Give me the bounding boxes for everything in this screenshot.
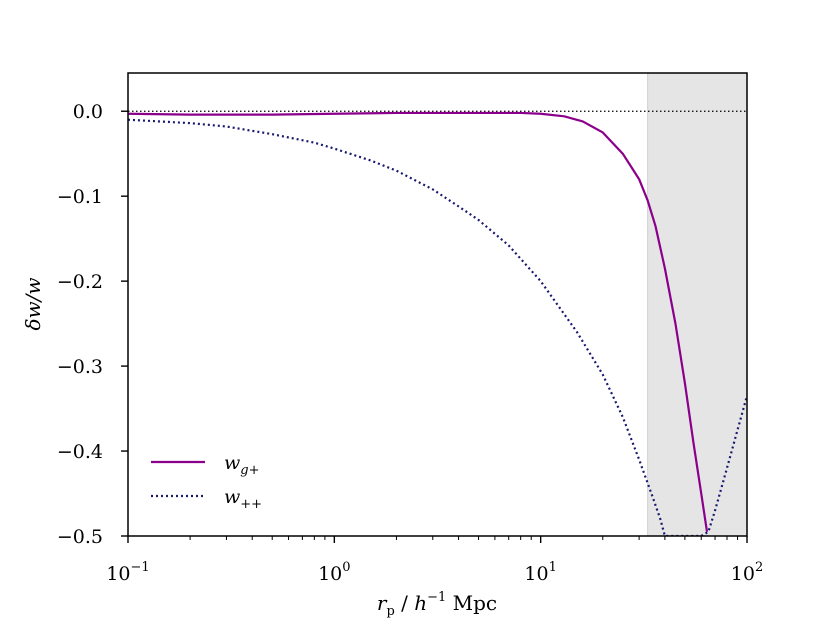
y-tick-label: −0.2 (57, 271, 103, 293)
y-tick-label: −0.5 (57, 526, 103, 548)
plot-background (128, 73, 747, 536)
x-tick-label: 102 (731, 560, 763, 585)
shaded-region (647, 72, 748, 537)
plot-frame (127, 72, 748, 537)
y-tick-label: −0.1 (57, 186, 103, 208)
y-axis-label: δw/w (21, 277, 45, 330)
series-line-2 (128, 118, 747, 536)
series-line-1 (128, 111, 709, 532)
x-tick-label: 100 (318, 560, 350, 585)
x-axis-ticks: 10−1 100 101 102 (106, 536, 763, 585)
y-axis-ticks: 0.0 −0.1 −0.2 −0.3 −0.4 −0.5 (57, 101, 128, 548)
x-tick-label: 101 (524, 560, 556, 585)
y-tick-label: −0.3 (57, 356, 103, 378)
x-axis-label: rp / h−1 Mpc (377, 590, 497, 619)
y-tick-label: −0.4 (57, 441, 103, 463)
series-group (128, 111, 747, 536)
x-tick-label: 10−1 (106, 560, 149, 585)
y-tick-label: 0.0 (73, 101, 103, 123)
plot-area (127, 72, 748, 537)
